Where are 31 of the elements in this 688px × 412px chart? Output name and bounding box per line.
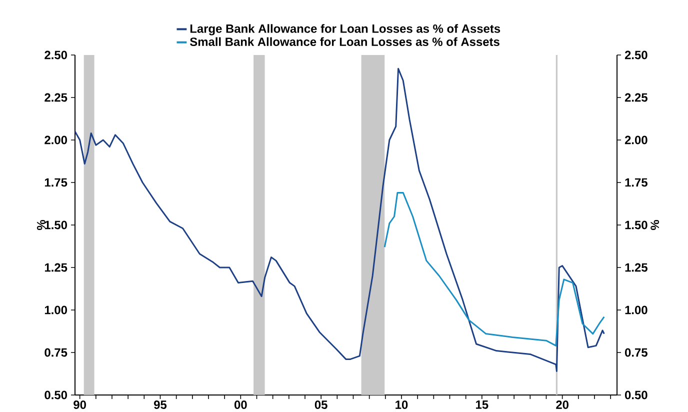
y2-tick-label: 1.75 (625, 178, 648, 187)
y2-tick-label: 1.50 (625, 220, 648, 230)
x-tick-label: 95 (154, 400, 167, 409)
y2-tick-label: 2.25 (624, 93, 648, 102)
x-tick-label: 20 (556, 400, 568, 409)
y-tick-label: 2.25 (44, 93, 68, 102)
y-axis-title: % (36, 220, 46, 230)
y2-tick-label: 0.50 (625, 390, 648, 400)
legend-label: Small Bank Allowance for Loan Losses as % of Assets (190, 37, 500, 46)
y-tick-label: 2.00 (44, 136, 67, 144)
y2-tick-label: 2.00 (624, 136, 648, 144)
x-tick-label: 15 (476, 400, 488, 409)
y2-tick-label: 0.75 (625, 348, 648, 357)
y-tick-label: 1.50 (44, 220, 67, 230)
line-series (75, 68, 605, 372)
y2-tick-label: 1.25 (625, 263, 648, 272)
y2-axis-title: % (650, 220, 660, 230)
line-series (384, 192, 605, 346)
y2-tick-label: 1.00 (625, 306, 648, 314)
y-tick-label: 0.75 (44, 348, 68, 357)
x-tick-label: 00 (234, 400, 247, 409)
y2-tick-label: 2.50 (624, 50, 648, 60)
x-tick-label: 10 (396, 400, 408, 409)
y-tick-label: 0.50 (44, 390, 67, 400)
x-tick-label: 90 (74, 400, 86, 409)
y-tick-label: 1.75 (44, 178, 68, 187)
y-tick-label: 1.00 (44, 306, 67, 314)
y-tick-label: 1.25 (44, 263, 68, 272)
legend-label: Large Bank Allowance for Loan Losses as % of Assets (190, 24, 500, 36)
y-tick-label: 2.50 (44, 50, 67, 60)
x-tick-label: 05 (314, 400, 328, 409)
